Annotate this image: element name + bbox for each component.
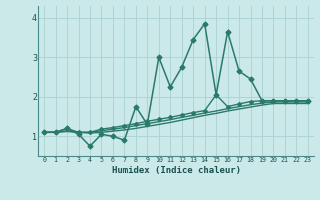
X-axis label: Humidex (Indice chaleur): Humidex (Indice chaleur) xyxy=(111,166,241,175)
